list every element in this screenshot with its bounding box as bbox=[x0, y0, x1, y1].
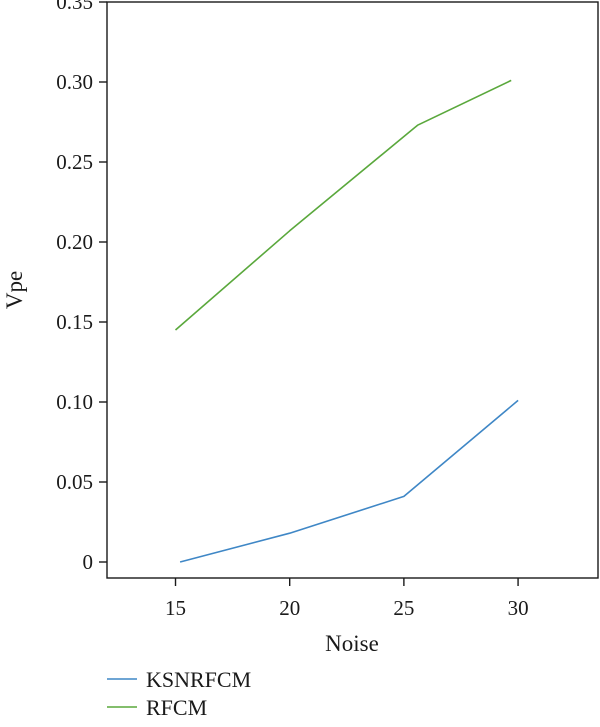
y-axis-title: Vpe bbox=[2, 271, 27, 309]
x-tick-label: 15 bbox=[165, 596, 186, 620]
y-tick-label: 0.30 bbox=[56, 70, 93, 94]
x-tick-label: 25 bbox=[393, 596, 414, 620]
y-tick-label: 0.20 bbox=[56, 230, 93, 254]
x-axis-ticks: 15 20 25 30 bbox=[165, 578, 529, 620]
x-tick-label: 30 bbox=[508, 596, 529, 620]
plot-frame bbox=[106, 1, 599, 579]
y-tick-label: 0 bbox=[83, 550, 94, 574]
series-line-ksnrfcm bbox=[179, 399, 519, 563]
x-axis-title: Noise bbox=[325, 631, 379, 656]
legend-label-rfcm: RFCM bbox=[146, 695, 207, 720]
y-tick-label: 0.25 bbox=[56, 150, 93, 174]
series-lines bbox=[174, 79, 519, 563]
y-tick-label: 0.35 bbox=[56, 0, 93, 14]
series-line-rfcm bbox=[174, 79, 512, 331]
legend-label-ksnrfcm: KSNRFCM bbox=[146, 667, 251, 692]
y-tick-label: 0.15 bbox=[56, 310, 93, 334]
y-tick-label: 0.10 bbox=[56, 390, 93, 414]
legend: KSNRFCM RFCM bbox=[107, 667, 251, 720]
x-tick-label: 20 bbox=[279, 596, 300, 620]
y-axis-ticks: 0 0.05 0.10 0.15 0.20 0.25 0.30 0.35 bbox=[56, 0, 107, 574]
y-tick-label: 0.05 bbox=[56, 470, 93, 494]
